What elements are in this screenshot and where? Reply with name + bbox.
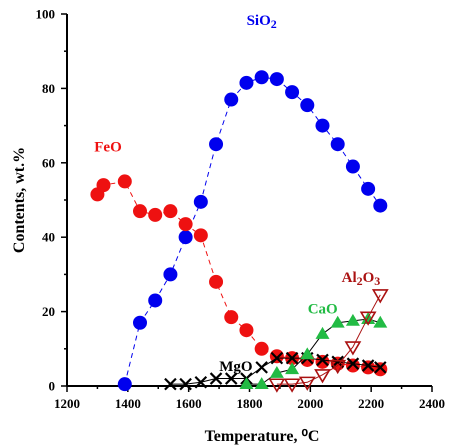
data-point [270, 351, 284, 365]
data-point [239, 323, 254, 338]
series-label-Al2O3: Al2O3 [342, 270, 381, 288]
data-point [117, 377, 132, 392]
data-point [148, 207, 163, 222]
data-point [269, 72, 284, 87]
series-label-MgO: MgO [219, 359, 252, 375]
data-point [359, 311, 377, 326]
data-point [314, 369, 331, 384]
y-axis-label: Contents, wt.% [11, 147, 28, 253]
y-tick-label: 0 [49, 379, 56, 394]
data-point [193, 194, 208, 209]
data-point [345, 159, 360, 174]
y-tick-label: 100 [36, 7, 56, 22]
x-tick-label: 2000 [297, 396, 323, 411]
y-tick-label: 80 [42, 81, 55, 96]
data-point [239, 377, 254, 390]
data-point [300, 98, 315, 113]
data-point [254, 70, 269, 85]
y-tick-label: 20 [42, 304, 55, 319]
data-point [269, 365, 284, 378]
data-point [300, 347, 315, 360]
data-point [193, 228, 208, 243]
series-SiO2 [117, 70, 388, 392]
data-point [117, 174, 132, 189]
data-point [194, 376, 208, 389]
x-tick-label: 1800 [237, 396, 263, 411]
data-point [315, 354, 330, 369]
data-point [254, 341, 269, 356]
data-point [224, 92, 239, 107]
data-point [373, 362, 388, 377]
data-point [285, 362, 300, 375]
data-point [224, 310, 239, 325]
data-point [361, 359, 375, 372]
y-tick-label: 40 [42, 230, 55, 245]
data-point [361, 360, 376, 375]
series-label-CaO: CaO [308, 301, 338, 317]
data-point [315, 326, 330, 339]
data-point [285, 85, 300, 100]
data-point [346, 357, 360, 370]
data-point [330, 315, 345, 328]
x-tick-label: 1200 [54, 396, 80, 411]
data-point [209, 372, 223, 385]
data-point [255, 361, 268, 374]
series-label-SiO2: SiO2 [247, 13, 277, 31]
data-point [316, 353, 329, 367]
data-point [164, 377, 177, 391]
data-point [283, 378, 301, 393]
data-point [178, 230, 193, 245]
data-point [374, 361, 387, 374]
data-point [178, 217, 193, 232]
data-point [345, 313, 360, 326]
data-point [330, 137, 345, 152]
data-point [163, 204, 178, 219]
data-point [133, 204, 147, 219]
series-Al2O3 [268, 289, 389, 393]
data-point [298, 376, 316, 391]
x-tick-label: 1400 [115, 396, 141, 411]
data-point [371, 289, 389, 304]
data-point [344, 341, 362, 356]
data-point [209, 137, 224, 152]
data-point [239, 75, 254, 90]
data-point [133, 315, 147, 330]
data-point [96, 178, 111, 193]
x-tick-label: 2200 [358, 396, 384, 411]
data-point [345, 358, 360, 373]
data-point [163, 267, 178, 282]
series-label-FeO: FeO [94, 140, 122, 156]
data-point [361, 181, 376, 196]
data-point [315, 118, 330, 133]
data-point [373, 315, 388, 328]
data-point [373, 198, 388, 213]
x-tick-label: 2400 [419, 396, 445, 411]
x-tick-label: 1600 [176, 396, 202, 411]
data-point [268, 378, 286, 393]
data-point [148, 293, 163, 308]
x-axis-label: Temperature, ⁰C [205, 428, 320, 445]
chart-series-layer [90, 70, 389, 393]
data-point [179, 377, 192, 391]
data-point [329, 359, 347, 375]
data-point [209, 274, 224, 289]
data-point [285, 351, 299, 365]
data-point [254, 377, 269, 390]
y-tick-label: 60 [42, 155, 55, 170]
data-point [224, 372, 238, 385]
